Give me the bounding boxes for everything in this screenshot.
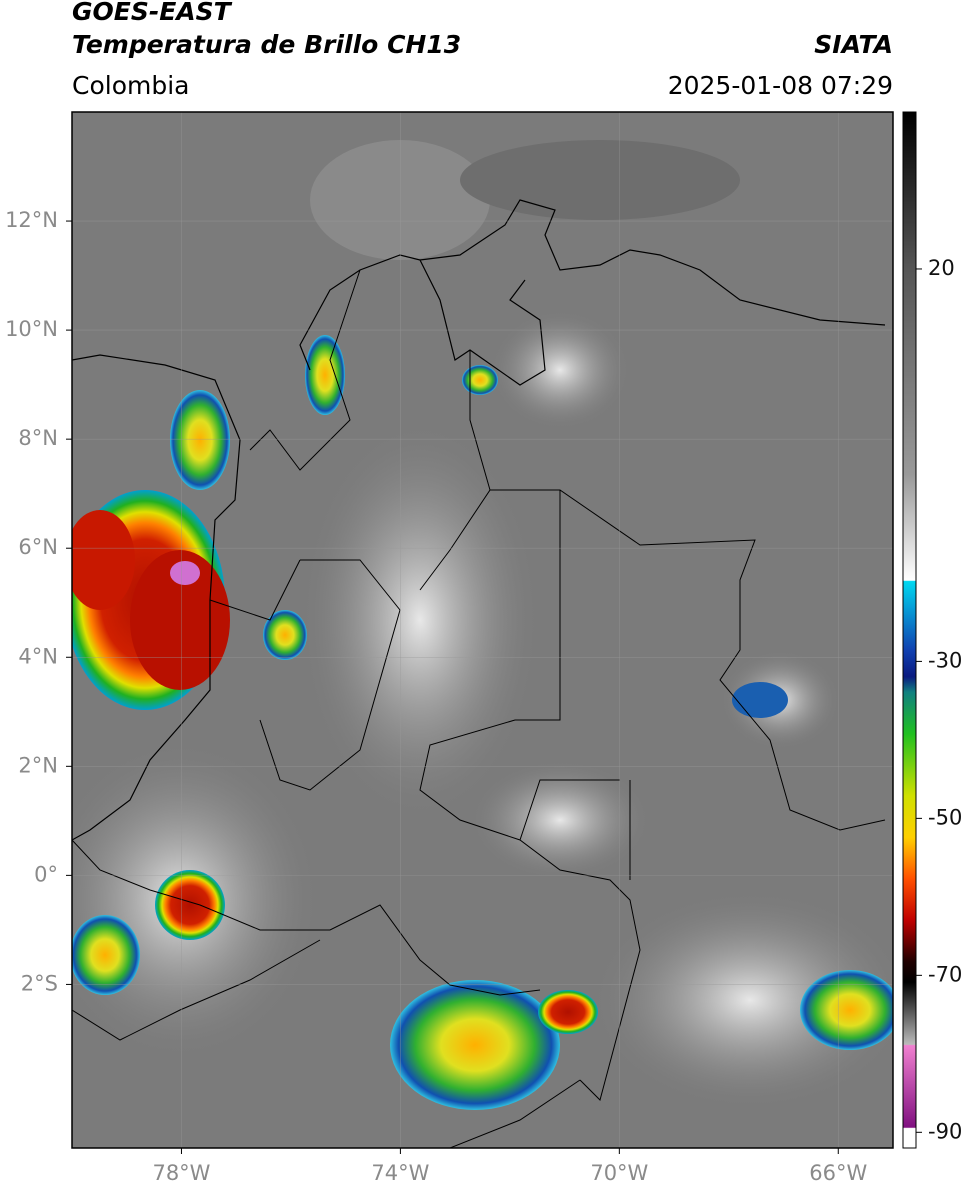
map-frame (71, 111, 894, 1149)
source: SIATA (814, 30, 893, 59)
y-tick-label: 2°S (21, 971, 58, 995)
x-tick-label: 66°W (809, 1161, 867, 1185)
timestamp: 2025-01-08 07:29 (668, 71, 893, 100)
colorbar-tick-label: -30 (928, 648, 962, 672)
y-tick-label: 12°N (5, 208, 58, 232)
y-tick-label: 4°N (18, 644, 58, 668)
x-tick-label: 70°W (590, 1161, 648, 1185)
colorbar (902, 111, 917, 1149)
y-tick-label: 2°N (18, 753, 58, 777)
colorbar-tick-label: -70 (928, 962, 962, 986)
x-tick-label: 78°W (152, 1161, 210, 1185)
title: GOES-EAST (72, 0, 233, 26)
colorbar-tick-label: -50 (928, 805, 962, 829)
y-tick-label: 8°N (18, 426, 58, 450)
x-tick-label: 74°W (371, 1161, 429, 1185)
colorbar-tick-label: -90 (928, 1119, 962, 1143)
satellite-image (72, 112, 893, 1148)
region: Colombia (72, 71, 189, 100)
colorbar-tick-label: 20 (928, 256, 955, 280)
y-tick-label: 10°N (5, 317, 58, 341)
y-tick-label: 0° (34, 862, 58, 886)
y-tick-label: 6°N (18, 535, 58, 559)
subtitle: Temperatura de Brillo CH13 (72, 30, 461, 59)
